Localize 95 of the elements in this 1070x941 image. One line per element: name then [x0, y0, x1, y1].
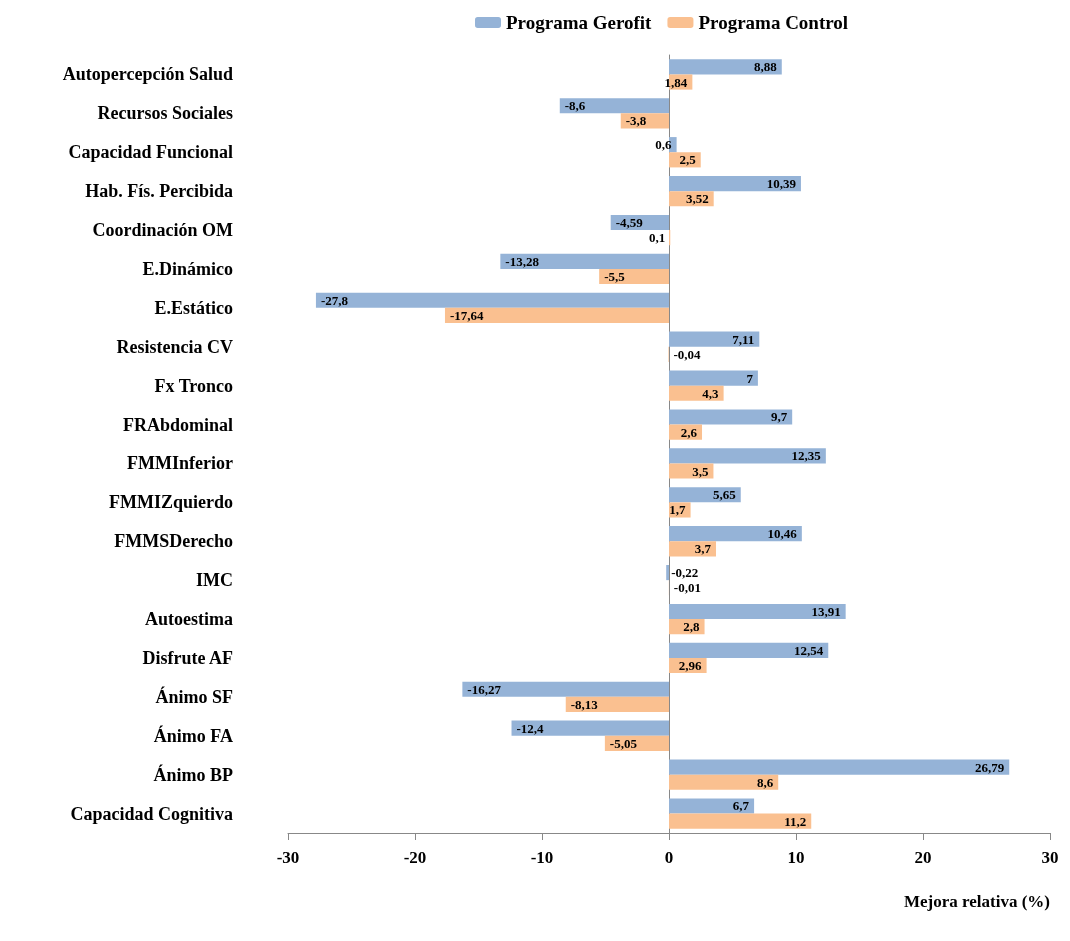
bar: [669, 603, 846, 620]
data-label: 6,7: [732, 798, 750, 814]
data-label: -3,8: [625, 113, 647, 129]
data-label: -4,59: [615, 214, 644, 230]
bar: [669, 175, 801, 192]
data-label: 0,1: [649, 230, 666, 246]
bar: [669, 370, 758, 386]
bar: [669, 463, 714, 479]
x-tick-label: -10: [530, 848, 554, 867]
data-label: -13,28: [505, 253, 540, 269]
data-label: -27,8: [320, 292, 349, 308]
bar: [669, 774, 779, 790]
data-label: 3,52: [685, 191, 709, 207]
data-label: 10,46: [767, 526, 798, 542]
data-label: 2,96: [678, 658, 703, 674]
bar: [669, 137, 677, 153]
bar: [669, 759, 1010, 775]
bar: [669, 813, 812, 829]
data-label: -0,04: [673, 346, 702, 362]
data-label: 2,5: [679, 152, 697, 168]
y-tick-label: Disfrute AF: [142, 647, 233, 668]
data-label: 11,2: [784, 813, 807, 829]
y-tick-label: E.Estático: [154, 297, 233, 318]
bar: [462, 681, 669, 697]
bar: [669, 526, 802, 542]
data-label: 8,88: [754, 59, 778, 75]
x-tick-label: 0: [664, 848, 674, 867]
data-label: 10,39: [766, 176, 797, 192]
y-tick-label: Capacidad Cognitiva: [70, 803, 233, 824]
data-label: -8,13: [570, 696, 599, 712]
data-label: -0,01: [673, 580, 701, 596]
data-label: 7: [746, 370, 754, 386]
bar: [669, 798, 755, 814]
y-tick-label: FRAbdominal: [122, 414, 233, 435]
bar: [669, 331, 760, 347]
data-label: -5,05: [609, 735, 638, 751]
y-tick-label: Ánimo FA: [153, 724, 233, 746]
bar: [511, 720, 669, 736]
y-tick-label: Coordinación OM: [92, 220, 233, 241]
y-tick-label: FMMInferior: [127, 453, 234, 474]
data-label: 12,54: [794, 642, 824, 658]
data-label: -12,4: [516, 720, 545, 736]
bar: [500, 253, 669, 269]
data-label: 12,35: [791, 448, 822, 464]
data-label: 8,6: [756, 774, 774, 790]
legend-label: Programa Gerofit: [506, 12, 653, 33]
x-tick-label: -30: [276, 848, 300, 867]
y-tick-label: FMMSDerecho: [114, 531, 233, 552]
data-label: 3,5: [692, 463, 709, 479]
bar: [669, 59, 782, 75]
data-label: 3,7: [694, 541, 712, 557]
y-tick-label: Autopercepción Salud: [62, 64, 233, 85]
y-tick-label: FMMIZquierdo: [109, 492, 233, 513]
data-label: 7,11: [732, 331, 755, 347]
bar: [669, 448, 826, 464]
x-tick-label: 10: [787, 848, 805, 867]
x-axis-title: Mejora relativa (%): [903, 892, 1050, 911]
y-tick-label: IMC: [196, 570, 233, 591]
bar: [315, 292, 669, 308]
bar: [444, 307, 669, 324]
y-tick-label: Capacidad Funcional: [68, 142, 233, 163]
y-tick-label: Fx Tronco: [154, 375, 233, 396]
data-label: 5,65: [713, 487, 737, 503]
data-label: -5,5: [604, 269, 626, 285]
bar: [599, 268, 669, 285]
data-label: -16,27: [467, 681, 502, 697]
bar: [559, 98, 669, 114]
bar: [565, 696, 669, 713]
bar: [669, 642, 829, 658]
bar: [669, 409, 793, 425]
y-tick-label: Hab. Fís. Percibida: [85, 181, 233, 202]
data-label: -8,6: [564, 98, 586, 114]
data-label: 2,6: [680, 424, 698, 440]
data-label: -17,64: [449, 307, 485, 323]
legend-label: Programa Control: [698, 12, 849, 33]
y-tick-label: Resistencia CV: [116, 336, 233, 357]
data-label: 9,7: [770, 409, 788, 425]
y-tick-label: Recursos Sociales: [97, 103, 233, 124]
y-tick-label: Ánimo SF: [155, 685, 233, 707]
x-tick-label: -20: [403, 848, 427, 867]
y-tick-label: Ánimo BP: [153, 763, 233, 785]
y-tick-label: E.Dinámico: [142, 258, 233, 279]
data-label: 26,79: [974, 759, 1005, 775]
bar: [666, 564, 669, 581]
data-label: 2,8: [683, 619, 701, 635]
data-label: -0,22: [671, 565, 699, 581]
y-tick-label: Autoestima: [145, 609, 233, 630]
bar: [620, 113, 669, 129]
data-label: 4,3: [702, 385, 720, 401]
data-label: 1,7: [669, 502, 687, 518]
data-label: 13,91: [811, 603, 841, 619]
data-label: 0,6: [655, 137, 673, 153]
x-tick-label: 20: [914, 848, 932, 867]
data-label: 1,84: [664, 74, 688, 90]
x-tick-label: 30: [1041, 848, 1059, 867]
